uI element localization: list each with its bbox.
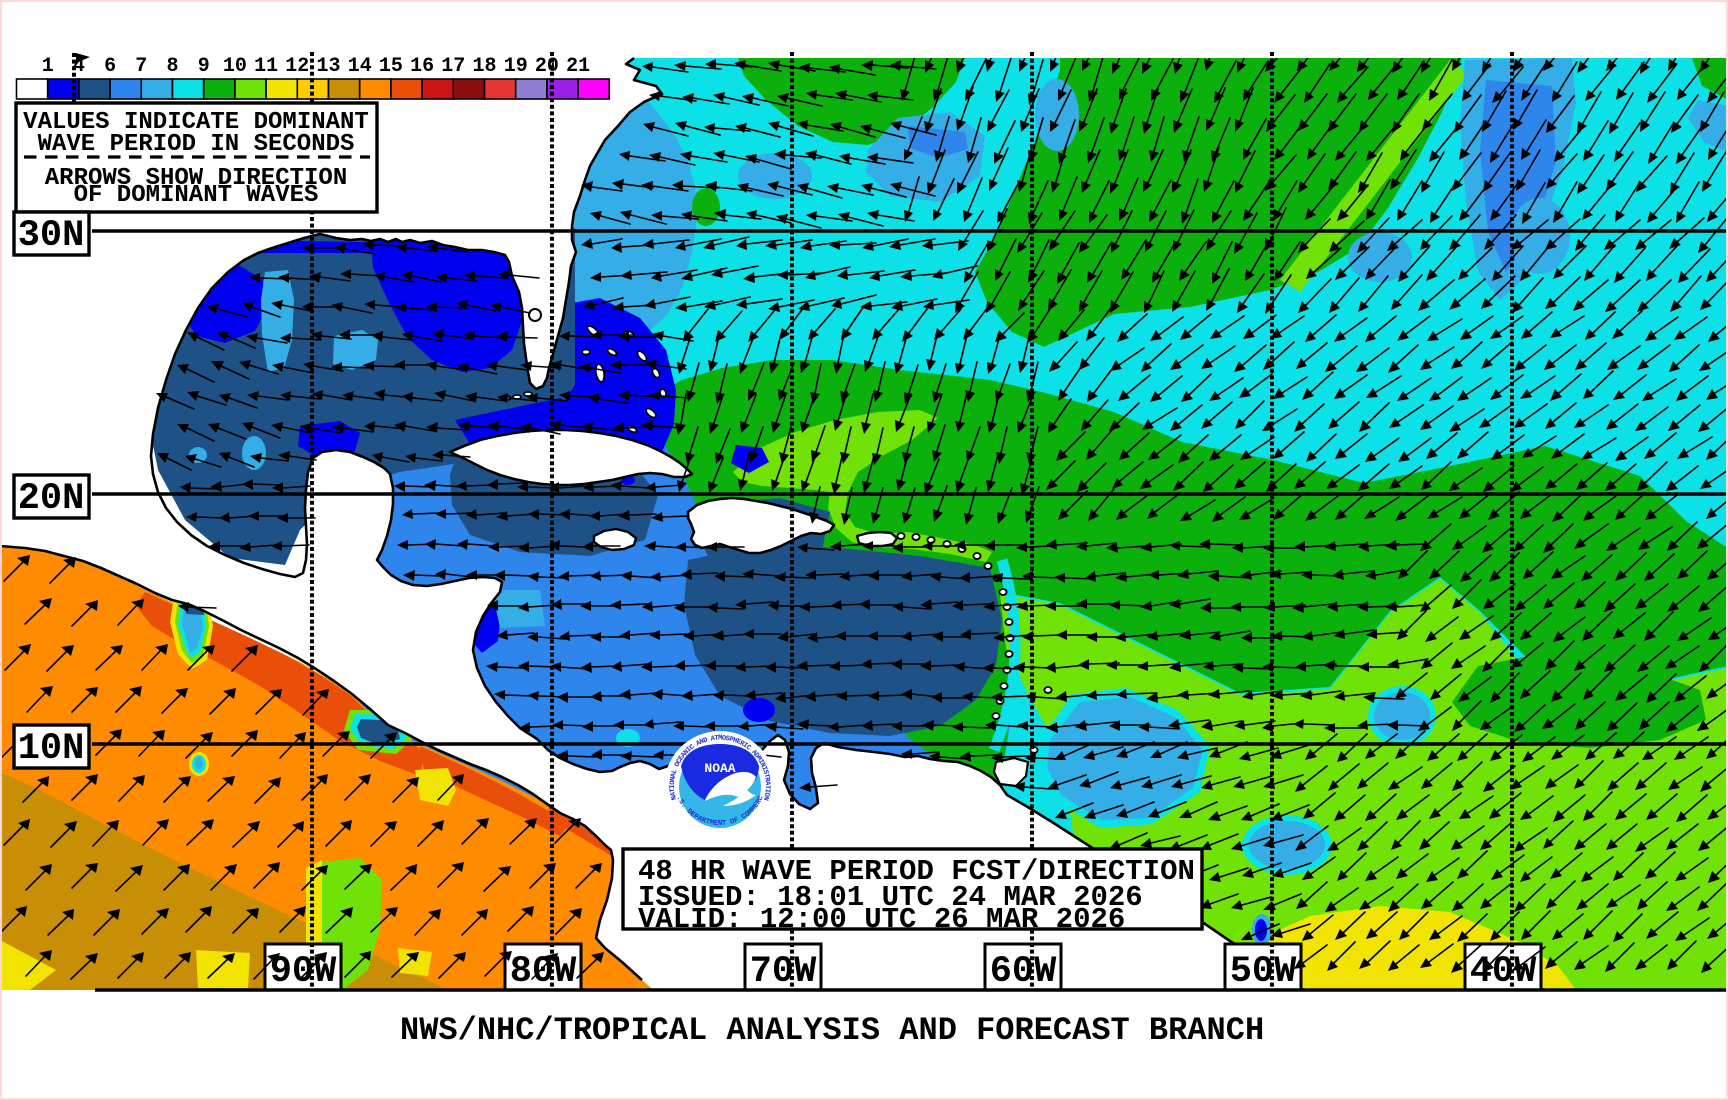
svg-text:70W: 70W	[750, 951, 817, 993]
svg-text:40W: 40W	[1470, 951, 1537, 993]
svg-text:12: 12	[285, 55, 309, 78]
svg-text:60W: 60W	[990, 951, 1057, 993]
svg-text:WAVE PERIOD IN SECONDS: WAVE PERIOD IN SECONDS	[38, 131, 355, 158]
svg-text:10: 10	[223, 55, 247, 78]
svg-text:ARROWS SHOW DIRECTION: ARROWS SHOW DIRECTION	[45, 165, 347, 192]
svg-text:20N: 20N	[18, 478, 85, 520]
svg-text:ISSUED: 18:01 UTC 24 MAR 2026: ISSUED: 18:01 UTC 24 MAR 2026	[638, 881, 1143, 914]
svg-text:90W: 90W	[270, 951, 337, 993]
svg-text:10N: 10N	[18, 728, 85, 770]
svg-text:19: 19	[504, 55, 528, 78]
svg-text:17: 17	[441, 55, 465, 78]
svg-text:48 HR WAVE PERIOD FCST/DIRECTI: 48 HR WAVE PERIOD FCST/DIRECTION	[638, 855, 1195, 888]
svg-text:NOAA: NOAA	[704, 761, 735, 776]
svg-text:1: 1	[42, 55, 54, 78]
svg-text:OF DOMINANT WAVES: OF DOMINANT WAVES	[74, 182, 319, 209]
svg-text:8: 8	[166, 55, 178, 78]
svg-text:VALUES INDICATE DOMINANT: VALUES INDICATE DOMINANT	[23, 109, 369, 136]
svg-text:14: 14	[348, 55, 372, 78]
svg-text:21: 21	[566, 55, 590, 78]
svg-text:13: 13	[316, 55, 340, 78]
svg-text:6: 6	[104, 55, 116, 78]
svg-text:7: 7	[135, 55, 147, 78]
svg-text:15: 15	[379, 55, 403, 78]
svg-text:9: 9	[198, 55, 210, 78]
svg-text:18: 18	[472, 55, 496, 78]
svg-text:30N: 30N	[18, 215, 85, 257]
svg-text:50W: 50W	[1230, 951, 1297, 993]
svg-text:VALID: 12:00 UTC 26 MAR 2026: VALID: 12:00 UTC 26 MAR 2026	[638, 903, 1125, 936]
svg-text:11: 11	[254, 55, 278, 78]
svg-text:80W: 80W	[510, 951, 577, 993]
svg-text:NWS/NHC/TROPICAL ANALYSIS AN: NWS/NHC/TROPICAL ANALYSIS AND FORECAST B…	[400, 1012, 1264, 1049]
svg-text:20: 20	[535, 55, 559, 78]
svg-text:16: 16	[410, 55, 434, 78]
